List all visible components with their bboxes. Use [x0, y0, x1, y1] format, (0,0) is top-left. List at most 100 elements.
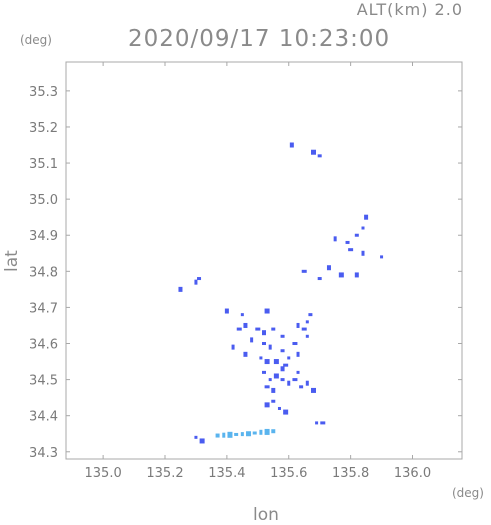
- echo-point: [338, 272, 344, 278]
- echo-point: [262, 330, 266, 336]
- echo-point: [283, 363, 289, 367]
- echo-point: [296, 322, 300, 328]
- echo-point: [301, 327, 307, 331]
- echo-point: [271, 399, 276, 403]
- x-tick-label: 135.6: [270, 466, 307, 481]
- echo-point: [326, 265, 331, 271]
- echo-point: [277, 406, 281, 410]
- echo-point: [240, 432, 244, 437]
- echo-point: [273, 359, 279, 365]
- echo-point: [246, 431, 252, 437]
- echo-point: [252, 431, 257, 435]
- echo-point: [262, 370, 266, 374]
- echo-point: [354, 272, 359, 278]
- x-tick-label: 135.2: [146, 466, 183, 481]
- echo-point: [317, 154, 322, 158]
- echo-point: [222, 432, 226, 438]
- echo-point: [305, 334, 309, 338]
- echo-point: [305, 380, 309, 386]
- echo-point: [292, 378, 298, 382]
- y-axis: 34.3 34.4 34.5 34.6 34.7 34.8 34.9 35.0 35.1 35.2…: [29, 85, 462, 461]
- echo-point: [320, 421, 326, 425]
- y-tick-label: 34.3: [29, 446, 58, 461]
- echo-point: [280, 349, 285, 353]
- echo-point: [199, 438, 205, 444]
- y-tick-label: 35.1: [29, 157, 58, 172]
- echo-point: [262, 342, 266, 346]
- echo-point: [317, 277, 322, 281]
- echo-point: [308, 313, 313, 317]
- echo-point: [380, 255, 384, 259]
- echo-point: [333, 236, 337, 242]
- y-tick-label: 35.0: [29, 193, 58, 208]
- echo-point: [280, 334, 285, 338]
- y-tick-label: 34.4: [29, 410, 58, 425]
- echo-point: [311, 387, 316, 393]
- chart-title: 2020/09/17 10:23:00: [128, 26, 391, 52]
- y-tick-label: 35.2: [29, 121, 58, 136]
- echo-point: [234, 432, 239, 436]
- echo-point: [273, 373, 279, 379]
- y-tick-label: 34.6: [29, 338, 58, 353]
- echo-point: [255, 327, 261, 331]
- echo-point: [243, 351, 248, 357]
- echo-point: [240, 313, 244, 317]
- echo-point: [259, 429, 263, 435]
- echo-point: [315, 421, 319, 425]
- echo-point: [287, 356, 291, 360]
- echo-point: [271, 387, 276, 393]
- echo-point: [289, 142, 294, 148]
- echo-point: [348, 248, 354, 252]
- x-tick-label: 135.0: [85, 466, 122, 481]
- echo-point: [361, 226, 365, 230]
- echo-point: [271, 429, 276, 434]
- y-tick-label: 34.5: [29, 374, 58, 389]
- echo-point: [259, 356, 263, 360]
- y-unit-label: (deg): [20, 33, 52, 47]
- echo-point: [354, 233, 359, 237]
- echo-point: [215, 433, 220, 438]
- echo-point: [345, 240, 350, 244]
- echo-point: [264, 308, 270, 314]
- echo-point: [268, 378, 272, 382]
- echo-point: [194, 279, 198, 285]
- echo-point: [227, 431, 233, 438]
- x-axis: 135.0 135.2 135.4 135.6 135.8 136.0: [85, 62, 431, 481]
- echo-point: [243, 322, 248, 328]
- y-tick-label: 34.7: [29, 301, 58, 316]
- echo-point: [236, 327, 242, 331]
- echo-point: [197, 277, 202, 281]
- echo-point: [296, 370, 300, 374]
- echo-point: [250, 337, 254, 343]
- echo-point: [264, 359, 270, 365]
- x-tick-label: 135.4: [208, 466, 245, 481]
- echo-point: [231, 344, 235, 350]
- echo-point: [361, 250, 365, 256]
- echo-point: [311, 149, 316, 155]
- echo-point: [264, 402, 270, 408]
- echo-point: [280, 366, 285, 372]
- echo-point: [283, 409, 289, 415]
- echo-point: [305, 320, 309, 324]
- echo-point: [271, 327, 276, 331]
- echo-point: [301, 269, 307, 273]
- echo-point: [296, 351, 300, 357]
- y-tick-label: 35.3: [29, 85, 58, 100]
- echo-point: [299, 385, 304, 389]
- x-tick-label: 136.0: [394, 466, 431, 481]
- altitude-label: ALT(km) 2.0: [356, 0, 463, 19]
- echo-point: [280, 378, 285, 382]
- echo-point: [178, 286, 183, 292]
- echo-point: [194, 435, 198, 439]
- echo-point: [292, 342, 298, 346]
- y-tick-label: 34.9: [29, 229, 58, 244]
- y-tick-label: 34.8: [29, 265, 58, 280]
- echo-points: [178, 142, 384, 444]
- echo-point: [268, 344, 272, 350]
- x-tick-label: 135.8: [332, 466, 369, 481]
- echo-point: [264, 385, 270, 389]
- x-axis-label: lon: [253, 505, 279, 525]
- echo-point: [264, 428, 270, 435]
- plot-frame: [65, 61, 463, 460]
